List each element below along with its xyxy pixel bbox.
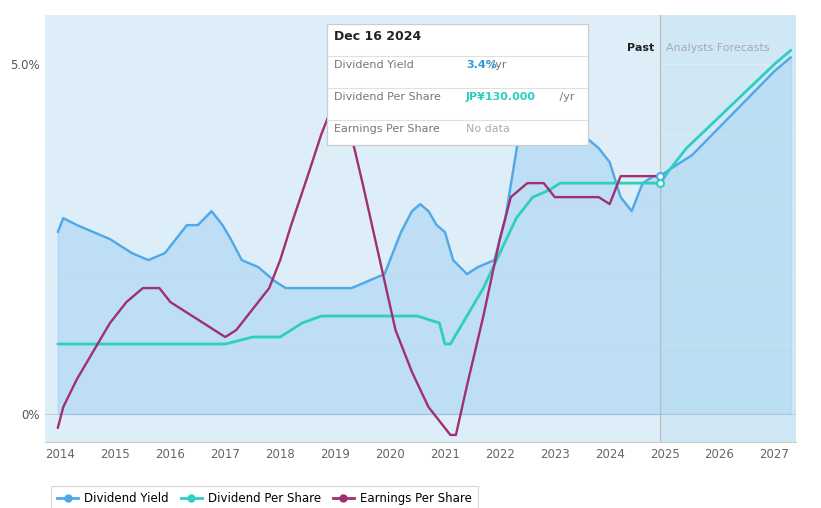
FancyBboxPatch shape: [327, 24, 589, 145]
Bar: [45, 15, 660, 442]
Text: Dividend Per Share: Dividend Per Share: [334, 92, 441, 102]
Text: No data: No data: [466, 124, 510, 134]
Legend: Dividend Yield, Dividend Per Share, Earnings Per Share: Dividend Yield, Dividend Per Share, Earn…: [51, 486, 478, 508]
Text: Dec 16 2024: Dec 16 2024: [334, 30, 422, 43]
Bar: [660, 15, 796, 442]
Text: Earnings Per Share: Earnings Per Share: [334, 124, 440, 134]
Text: /yr: /yr: [488, 60, 507, 70]
Text: Dividend Yield: Dividend Yield: [334, 60, 414, 70]
Text: /yr: /yr: [556, 92, 575, 102]
Text: 3.4%: 3.4%: [466, 60, 497, 70]
Text: JP¥130.000: JP¥130.000: [466, 92, 536, 102]
Text: Analysts Forecasts: Analysts Forecasts: [666, 43, 769, 53]
Text: Past: Past: [627, 43, 654, 53]
